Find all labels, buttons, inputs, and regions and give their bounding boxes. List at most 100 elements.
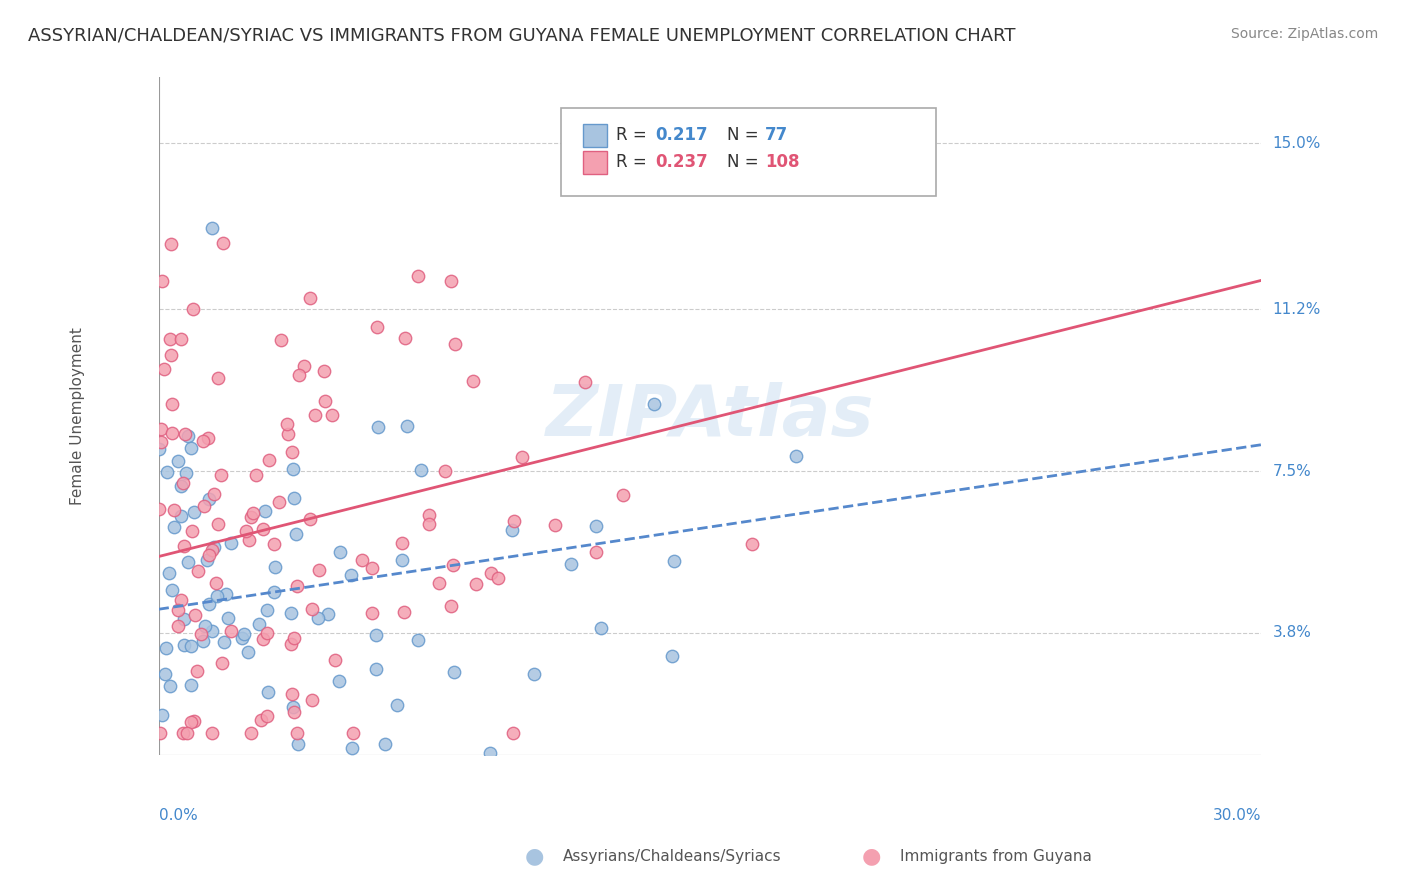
Text: ●: ●	[524, 847, 544, 866]
Point	[211, 656, 233, 670]
Point	[231, 631, 253, 645]
Point	[155, 641, 177, 656]
Point	[190, 627, 212, 641]
Point	[197, 431, 219, 445]
Point	[298, 511, 321, 525]
Point	[183, 505, 205, 519]
Point	[304, 408, 326, 422]
Point	[183, 714, 205, 728]
Point	[150, 708, 173, 723]
Point	[176, 726, 198, 740]
Point	[486, 572, 509, 586]
Point	[238, 533, 260, 547]
Point	[170, 479, 193, 493]
Point	[163, 502, 186, 516]
Text: 11.2%: 11.2%	[1272, 301, 1320, 317]
Point	[267, 495, 290, 509]
Point	[361, 606, 384, 620]
Point	[153, 362, 176, 376]
Point	[180, 640, 202, 654]
Point	[247, 617, 270, 632]
Point	[276, 417, 298, 431]
FancyBboxPatch shape	[561, 108, 936, 196]
Point	[177, 555, 200, 569]
Point	[183, 608, 205, 623]
Point	[240, 509, 263, 524]
Point	[201, 726, 224, 740]
Point	[180, 441, 202, 455]
Point	[219, 536, 242, 550]
Point	[170, 332, 193, 346]
Point	[501, 523, 523, 537]
Point	[308, 563, 330, 577]
Point	[502, 726, 524, 740]
Point	[201, 543, 224, 558]
Point	[394, 331, 416, 345]
Point	[167, 602, 190, 616]
Point	[411, 463, 433, 477]
Point	[283, 705, 305, 719]
Point	[427, 575, 450, 590]
Point	[201, 221, 224, 235]
Point	[385, 698, 408, 712]
Point	[418, 517, 440, 532]
Point	[264, 560, 287, 574]
Point	[172, 726, 194, 740]
Point	[152, 770, 174, 784]
Point	[233, 627, 256, 641]
Point	[406, 632, 429, 647]
Point	[441, 558, 464, 572]
Point	[149, 421, 172, 435]
Point	[352, 553, 374, 567]
Point	[219, 624, 242, 639]
Point	[159, 679, 181, 693]
Point	[329, 545, 352, 559]
Point	[444, 336, 467, 351]
Point	[202, 541, 225, 555]
Point	[301, 693, 323, 707]
Point	[166, 454, 188, 468]
Point	[207, 517, 229, 532]
Point	[212, 635, 235, 649]
Point	[280, 637, 302, 651]
Point	[263, 536, 285, 550]
Point	[285, 527, 308, 541]
Point	[643, 397, 665, 411]
Point	[478, 746, 501, 760]
Point	[307, 611, 329, 625]
Point	[560, 558, 582, 572]
Point	[785, 449, 807, 463]
Point	[741, 537, 763, 551]
Point	[160, 397, 183, 411]
Point	[160, 236, 183, 251]
Point	[150, 274, 173, 288]
Point	[160, 347, 183, 361]
Point	[194, 619, 217, 633]
Point	[207, 371, 229, 385]
Point	[162, 582, 184, 597]
Text: 0.237: 0.237	[655, 153, 707, 171]
Point	[148, 502, 170, 516]
Point	[252, 632, 274, 646]
Point	[163, 520, 186, 534]
Point	[257, 685, 280, 699]
Point	[367, 420, 389, 434]
Point	[314, 393, 336, 408]
Point	[174, 427, 197, 442]
Point	[374, 737, 396, 751]
Point	[157, 566, 180, 581]
Point	[281, 462, 304, 476]
Text: ●: ●	[862, 847, 882, 866]
Point	[342, 741, 364, 756]
Point	[662, 554, 685, 568]
Point	[321, 409, 343, 423]
Point	[235, 524, 257, 539]
Point	[239, 726, 262, 740]
FancyBboxPatch shape	[583, 123, 607, 147]
Point	[464, 577, 486, 591]
Point	[585, 545, 607, 559]
Point	[661, 648, 683, 663]
Point	[177, 770, 200, 784]
Text: 0.217: 0.217	[655, 126, 707, 145]
Point	[256, 603, 278, 617]
